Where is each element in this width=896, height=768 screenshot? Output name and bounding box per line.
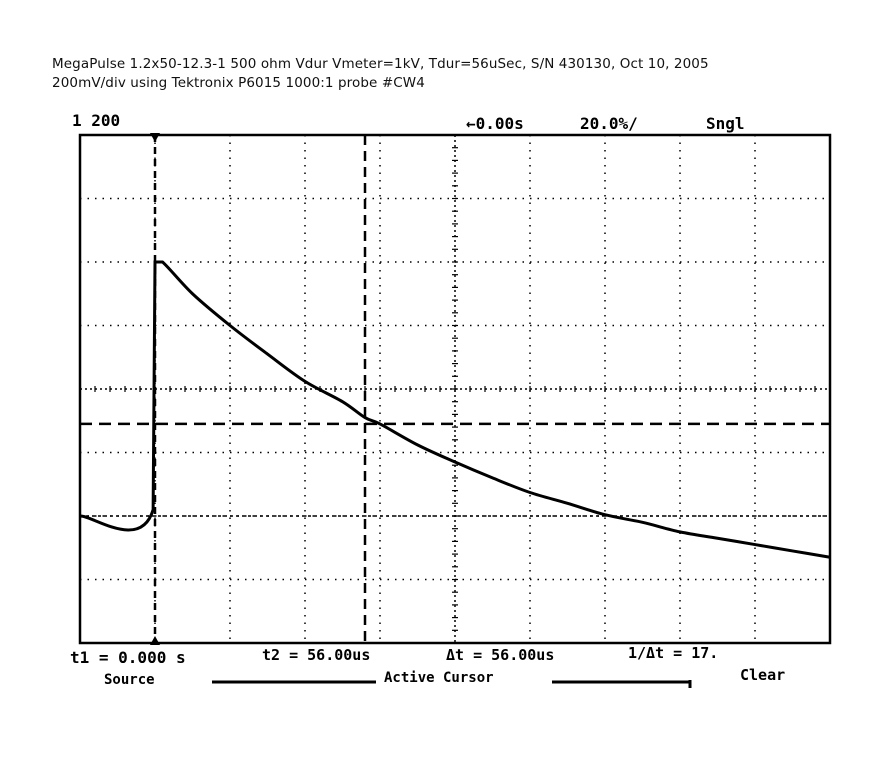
channel-scale-readout: 1 200 <box>72 111 121 130</box>
source-softkey[interactable]: Source <box>104 672 155 688</box>
clear-softkey[interactable]: Clear <box>740 666 786 684</box>
cursor-inverse-delta-t-readout: 1/Δt = 17. <box>628 644 719 662</box>
caption-line-1: MegaPulse 1.2x50-12.3-1 500 ohm Vdur Vme… <box>52 56 709 72</box>
active-cursor-softkey[interactable]: Active Cursor <box>384 670 494 686</box>
waveform-trace <box>79 260 831 559</box>
cursor-t1-readout: t1 = 0.000 s <box>70 648 186 667</box>
cursor-delta-t-readout: Δt = 56.00us <box>446 646 555 664</box>
cursor-t2-readout: t2 = 56.00us <box>262 646 371 664</box>
time-reference-readout: ←0.00s <box>466 114 524 133</box>
t1-marker-top <box>150 133 160 142</box>
caption-line-2: 200mV/div using Tektronix P6015 1000:1 p… <box>52 75 425 91</box>
trigger-mode-readout: Sngl <box>706 114 745 133</box>
time-per-division-readout: 20.0%/ <box>580 114 638 133</box>
t1-marker-bottom <box>150 636 160 645</box>
